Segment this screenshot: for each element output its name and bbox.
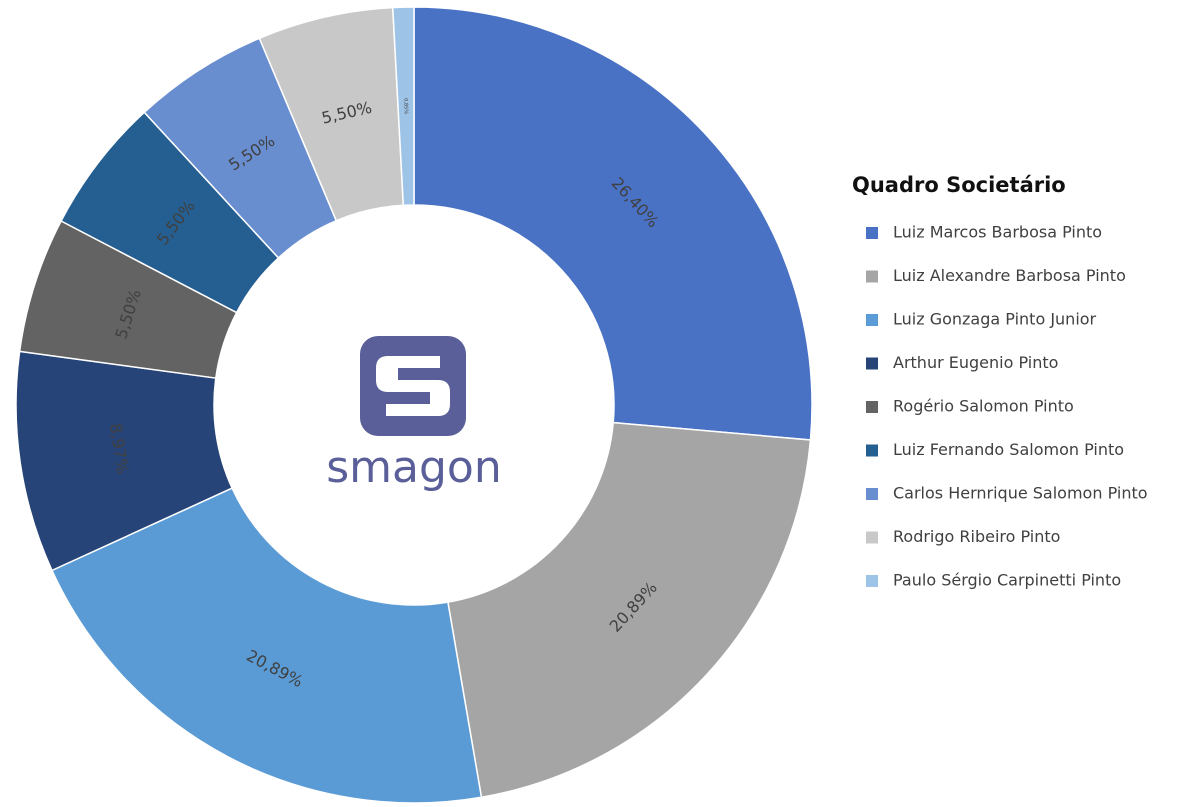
legend-swatch bbox=[866, 444, 878, 457]
logo-glyph bbox=[376, 356, 450, 416]
legend-label: Luiz Marcos Barbosa Pinto bbox=[893, 223, 1102, 242]
legend-swatch bbox=[866, 531, 878, 544]
legend-label: Luiz Alexandre Barbosa Pinto bbox=[893, 266, 1126, 285]
legend-title: Quadro Societário bbox=[852, 173, 1066, 197]
slice bbox=[413, 6, 813, 441]
slice bbox=[50, 487, 483, 804]
legend: Luiz Marcos Barbosa Pinto Luiz Alexandre … bbox=[866, 223, 1148, 590]
legend-swatch bbox=[866, 575, 878, 587]
slice bbox=[447, 421, 812, 799]
legend-label: Carlos Hernrique Salomon Pinto bbox=[893, 484, 1148, 503]
legend-label: Rogério Salomon Pinto bbox=[893, 397, 1074, 416]
legend-label: Luiz Fernando Salomon Pinto bbox=[893, 440, 1124, 459]
legend-label: Luiz Gonzaga Pinto Junior bbox=[893, 310, 1097, 329]
slices bbox=[15, 6, 813, 804]
center-text: smagon bbox=[326, 442, 501, 493]
logo bbox=[360, 336, 466, 436]
legend-swatch bbox=[866, 227, 878, 239]
legend-label: Arthur Eugenio Pinto bbox=[893, 353, 1058, 372]
legend-swatch bbox=[866, 357, 878, 370]
legend-label: Paulo Sérgio Carpinetti Pinto bbox=[893, 571, 1121, 590]
legend-swatch bbox=[866, 488, 878, 500]
legend-label: Rodrigo Ribeiro Pinto bbox=[893, 527, 1060, 546]
legend-swatch bbox=[866, 270, 878, 283]
slice bbox=[391, 6, 415, 207]
slice-label: 0,85% bbox=[402, 98, 408, 114]
legend-swatch bbox=[866, 314, 878, 326]
legend-swatch bbox=[866, 401, 878, 413]
